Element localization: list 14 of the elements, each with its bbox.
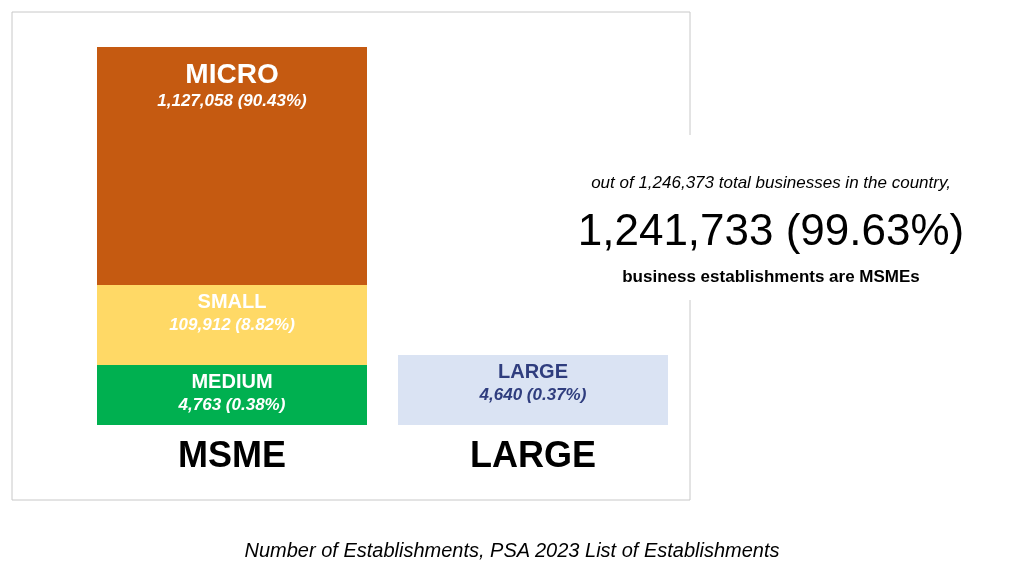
- series-label: LARGE: [498, 360, 568, 382]
- text: out of 1,246,373 total businesses in the country,: [591, 173, 951, 192]
- data-label: 4,763 (0.38%): [177, 395, 286, 414]
- category-label: MSME: [178, 434, 286, 475]
- text: 1,241,733 (99.63%): [577, 205, 965, 254]
- data-label: 4,640 (0.37%): [478, 385, 587, 404]
- series-label: MICRO: [185, 58, 279, 89]
- text: business establishments are MSMEs: [622, 267, 920, 286]
- data-label: 1,127,058 (90.43%): [157, 91, 307, 110]
- category-label: LARGE: [470, 434, 596, 475]
- data-label: 109,912 (8.82%): [169, 315, 296, 334]
- series-label: MEDIUM: [191, 370, 273, 392]
- series-label: SMALL: [197, 290, 267, 312]
- text: Number of Establishments, PSA 2023 List of Establishments: [244, 539, 780, 561]
